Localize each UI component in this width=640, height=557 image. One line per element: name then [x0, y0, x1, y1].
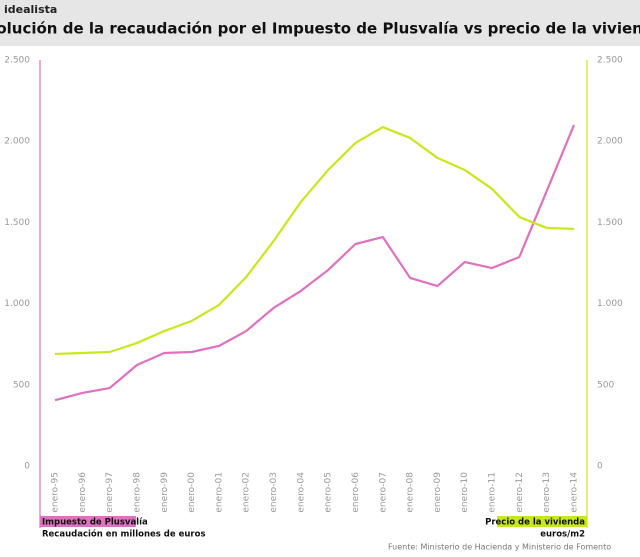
y-tick-label: 500: [13, 380, 30, 390]
header: [0, 0, 640, 46]
x-tick-label: enero-97: [105, 472, 115, 513]
x-tick-label: enero-07: [378, 472, 388, 513]
y-tick-label: 1.500: [4, 218, 30, 228]
legend-label: Impuesto de Plusvalía: [42, 518, 148, 528]
y-tick-label: 2.000: [4, 137, 30, 147]
x-tick-label: enero-12: [515, 472, 525, 513]
chart-title: Evolución de la recaudación por el Impue…: [0, 20, 640, 38]
series-line: [54, 124, 576, 402]
x-tick-label: enero-13: [542, 472, 552, 513]
y-axis-label: Recaudación en millones de euros: [42, 529, 206, 540]
logo: idealista: [4, 3, 57, 16]
x-tick-label: enero-96: [78, 472, 88, 513]
x-tick-label: enero-06: [351, 472, 361, 513]
y-tick-label: 2.500: [4, 56, 30, 66]
x-tick-label: enero-00: [187, 472, 197, 513]
x-tick-label: enero-10: [460, 472, 470, 513]
legend-label: Precio de la vivienda: [485, 518, 585, 528]
legend-swatch: [40, 516, 136, 527]
y2-tick-label: 1.500: [597, 218, 623, 228]
x-tick-label: enero-95: [51, 472, 61, 513]
x-tick-label: enero-99: [160, 472, 170, 513]
x-tick-label: enero-09: [433, 472, 443, 513]
y2-tick-label: 1.000: [597, 299, 623, 309]
y-tick-label: 1.000: [4, 299, 30, 309]
legend-swatch: [497, 516, 587, 527]
y2-tick-label: 2.000: [597, 137, 623, 147]
x-tick-label: enero-04: [296, 472, 306, 513]
x-tick-label: enero-02: [242, 472, 252, 513]
y2-tick-label: 0: [597, 462, 603, 472]
x-tick-label: enero-98: [132, 472, 142, 513]
x-tick-label: enero-05: [324, 472, 334, 513]
x-tick-label: enero-01: [214, 472, 224, 513]
series-line: [54, 125, 575, 356]
y2-tick-label: 2.500: [597, 56, 623, 66]
y2-axis-label: euros/m2: [540, 530, 585, 540]
source: Fuente: Ministerio de Hacienda y Ministe…: [388, 543, 611, 552]
y2-tick-label: 500: [597, 380, 614, 390]
x-tick-label: enero-14: [570, 472, 580, 513]
y-tick-label: 0: [24, 462, 30, 472]
x-tick-label: enero-03: [269, 472, 279, 513]
x-tick-label: enero-08: [406, 472, 416, 513]
x-tick-label: enero-11: [488, 472, 498, 513]
